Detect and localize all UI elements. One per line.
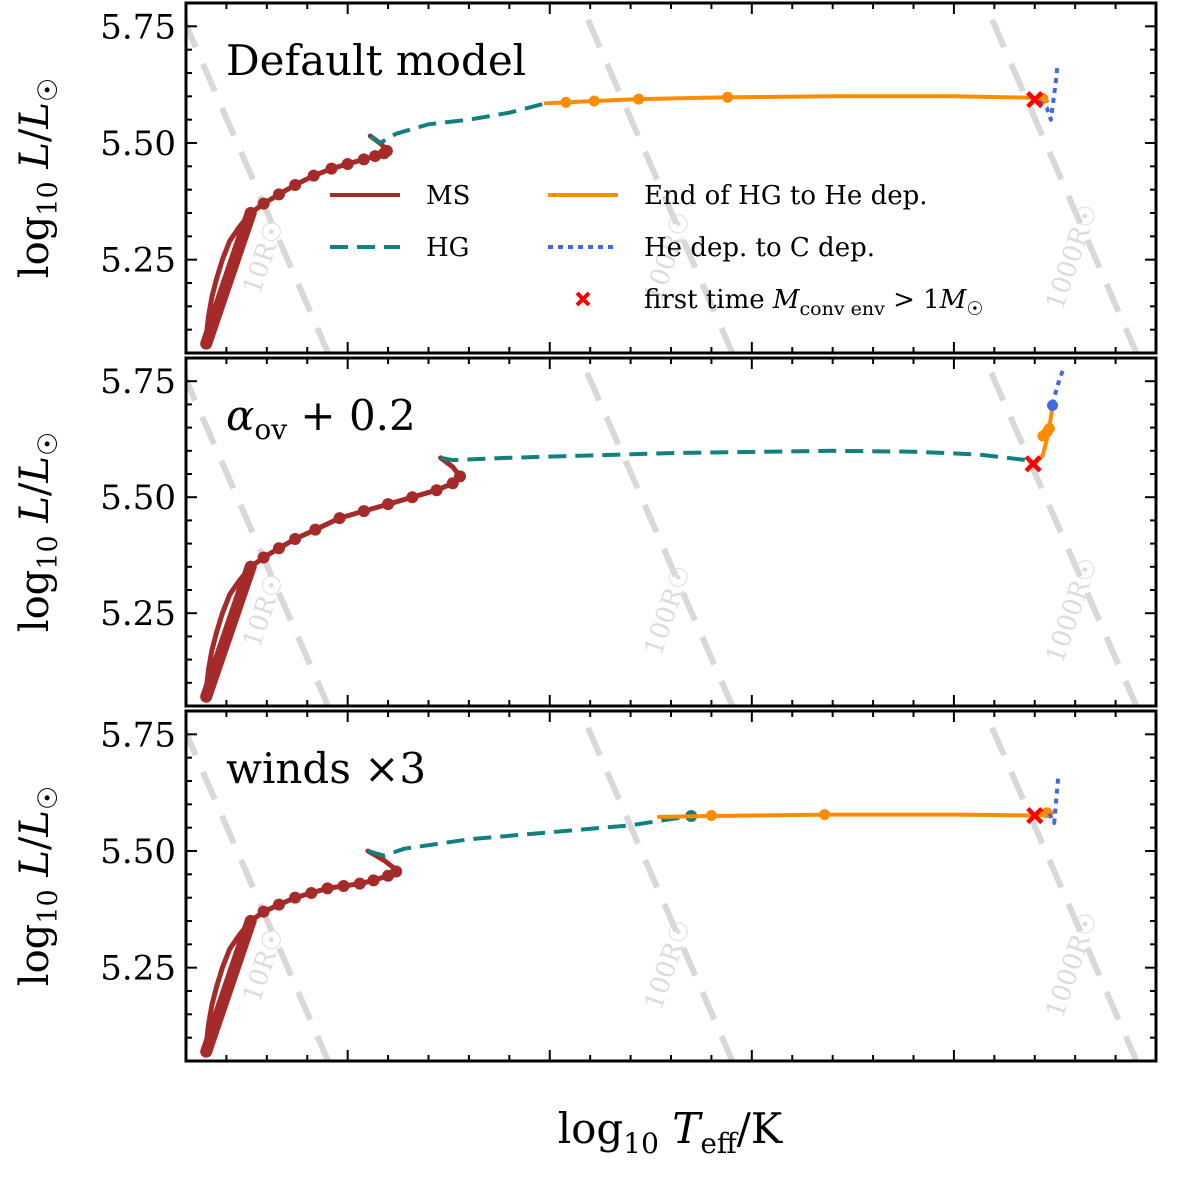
radius-line xyxy=(186,17,332,353)
y-axis-label: log10 L/L☉ xyxy=(12,786,64,986)
ms-marker xyxy=(380,144,393,157)
he-marker xyxy=(705,810,717,822)
radius-line xyxy=(577,711,736,1061)
ms-marker xyxy=(390,865,403,878)
ms-marker xyxy=(337,880,350,892)
legend-cross-swatch xyxy=(575,291,591,307)
cross-stroke xyxy=(1026,806,1044,825)
cross-stroke xyxy=(1024,455,1042,473)
y-tick-label: 5.75 xyxy=(100,362,176,402)
ms-marker xyxy=(430,484,443,497)
ms-marker xyxy=(272,898,285,911)
ms-marker xyxy=(307,169,320,182)
y-tick-label: 5.25 xyxy=(100,241,176,281)
conv-env-cross xyxy=(1026,806,1044,825)
he-marker xyxy=(560,96,572,108)
ms-marker xyxy=(321,882,334,895)
ms-dense-band xyxy=(200,915,257,1058)
y-tick-label: 5.50 xyxy=(100,124,176,164)
ms-marker xyxy=(333,512,346,525)
radius-line xyxy=(981,711,1140,1061)
ms-marker xyxy=(367,874,380,887)
conv-env-cross xyxy=(1024,455,1042,473)
legend-cross-label: first time Mconv env > 1M☉ xyxy=(644,285,983,320)
ms-marker xyxy=(257,197,270,210)
ms-track xyxy=(203,455,463,700)
ms-marker xyxy=(406,491,419,504)
legend-ms-label: MS xyxy=(426,181,470,211)
plot-area: 10R☉ 100R☉ 1000R☉ xyxy=(186,711,1140,1061)
panel-title: αov + 0.2 xyxy=(226,391,416,446)
radius-line xyxy=(577,358,736,706)
c-track xyxy=(1047,777,1061,825)
ms-marker xyxy=(309,523,322,536)
legend-he-label: End of HG to He dep. xyxy=(644,181,928,211)
y-tick-label: 5.50 xyxy=(100,478,176,518)
ms-marker xyxy=(353,877,366,890)
ms-marker xyxy=(244,207,257,219)
legend: MS HG End of HG to He dep. He dep. to C dep… xyxy=(330,181,983,320)
ms-marker xyxy=(289,179,302,191)
radius-line xyxy=(981,3,1140,353)
cross-stroke xyxy=(1026,91,1044,109)
y-tick-label: 5.75 xyxy=(100,7,176,47)
he-track xyxy=(543,94,1049,106)
y-axis-label: log10 L/L☉ xyxy=(12,432,64,632)
he-track xyxy=(656,810,1055,819)
ms-marker xyxy=(325,162,338,175)
ms-marker xyxy=(305,887,318,899)
radius-line xyxy=(577,3,736,353)
y-axis-label: log10 L/L☉ xyxy=(12,78,64,278)
legend-c-label: He dep. to C dep. xyxy=(644,233,875,263)
ms-marker xyxy=(272,542,285,555)
ms-marker xyxy=(289,891,302,904)
y-tick-label: 5.50 xyxy=(100,832,176,872)
he-marker xyxy=(819,809,831,821)
ms-track xyxy=(203,133,390,347)
y-tick-label: 5.25 xyxy=(100,594,176,634)
plot-area: 10R☉ 100R☉ 1000R☉ xyxy=(186,358,1140,706)
ms-dense-band xyxy=(200,560,257,703)
ms-dense-band xyxy=(200,207,257,350)
c-track xyxy=(1037,65,1060,122)
ms-marker xyxy=(357,505,370,518)
panel-title: winds ×3 xyxy=(226,744,426,793)
ms-marker xyxy=(272,188,285,201)
c-track xyxy=(1050,368,1065,405)
ms-marker xyxy=(341,158,354,170)
ms-marker xyxy=(244,560,257,573)
ms-marker xyxy=(257,905,270,918)
radius-line xyxy=(981,358,1140,706)
ms-marker xyxy=(382,498,395,511)
he-marker xyxy=(722,91,734,103)
ms-marker xyxy=(244,915,257,927)
ms-marker xyxy=(357,153,370,166)
ms-marker xyxy=(257,551,270,564)
he-marker xyxy=(1043,423,1055,435)
x-axis-label: log10 Teff/K xyxy=(558,1104,784,1160)
he-marker xyxy=(588,95,600,107)
legend-hg-label: HG xyxy=(426,233,469,263)
radius-line xyxy=(186,725,332,1061)
c-marker xyxy=(1047,399,1059,411)
y-tick-label: 5.25 xyxy=(100,949,176,989)
hg-track xyxy=(367,814,692,858)
hg-track xyxy=(369,101,547,145)
panel-3: 10R☉ 100R☉ 1000R☉5.25 5.50 5.75 log10 L/L☉ win… xyxy=(12,709,1158,1063)
panel-2: 10R☉ 100R☉ 1000R☉5.25 5.50 5.75 log10 L/L☉ αov… xyxy=(12,356,1158,708)
ms-marker xyxy=(454,470,467,483)
hg-track xyxy=(440,448,1036,466)
he-marker xyxy=(633,93,645,105)
conv-env-cross xyxy=(1026,91,1044,109)
panel-title: Default model xyxy=(226,36,526,85)
ms-marker xyxy=(289,532,302,545)
y-tick-label: 5.75 xyxy=(100,715,176,755)
radius-line xyxy=(186,372,332,706)
